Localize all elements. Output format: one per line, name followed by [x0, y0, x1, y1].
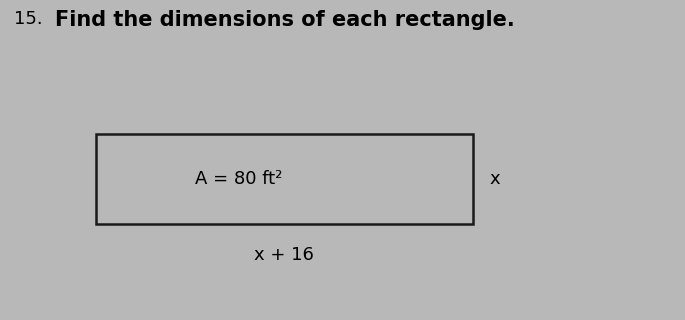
Text: A = 80 ft²: A = 80 ft² [195, 170, 283, 188]
Text: x: x [490, 170, 501, 188]
Text: 15.: 15. [14, 10, 42, 28]
Text: Find the dimensions of each rectangle.: Find the dimensions of each rectangle. [55, 10, 514, 30]
Bar [96, 134, 473, 224]
Text: x + 16: x + 16 [254, 246, 314, 264]
